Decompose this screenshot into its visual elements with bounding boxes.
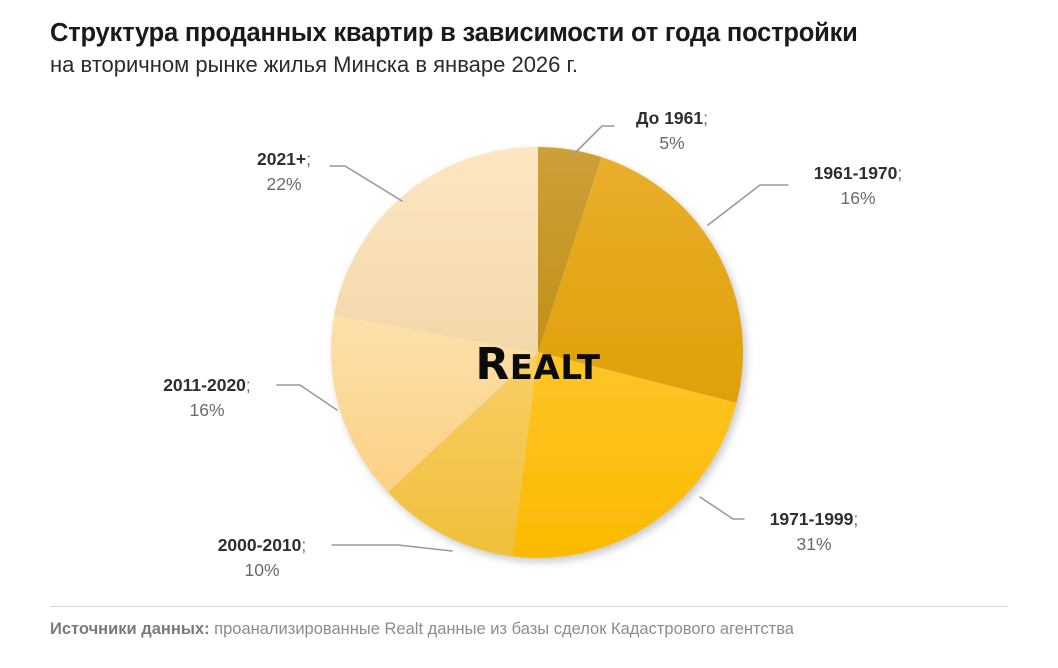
chart-header: Структура проданных квартир в зависимост… bbox=[50, 18, 1030, 79]
pie-slice-do-1961[interactable] bbox=[538, 147, 602, 352]
pie-label-semicolon-2021-plus: ; bbox=[306, 149, 312, 169]
pie-label-2021-plus: 2021+; 22% bbox=[238, 147, 330, 198]
pie-label-1971-1999: 1971-1999; 31% bbox=[744, 507, 884, 558]
realt-watermark: REALT bbox=[432, 343, 644, 387]
chart-subtitle: на вторичном рынке жилья Минска в январе… bbox=[50, 52, 578, 78]
leader-line-2000-2010 bbox=[331, 544, 453, 552]
pie-label-semicolon-do-1961: ; bbox=[703, 108, 709, 128]
chart-title: Структура проданных квартир в зависимост… bbox=[50, 19, 858, 47]
pie-label-percent-2021-plus: 22% bbox=[266, 174, 302, 195]
watermark-rest: EALT bbox=[509, 348, 601, 388]
footer-divider bbox=[50, 606, 1008, 607]
pie-label-semicolon-1971-1999: ; bbox=[853, 509, 859, 529]
pie-label-percent-2000-2010: 10% bbox=[244, 560, 280, 581]
pie-label-semicolon-2000-2010: ; bbox=[301, 535, 307, 555]
source-note-label: Источники данных: bbox=[50, 620, 210, 638]
pie-slice-2000-2010[interactable] bbox=[388, 352, 538, 557]
leader-line-1971-1999 bbox=[699, 496, 745, 520]
leader-line-2021-plus bbox=[329, 165, 403, 202]
pie-slice-2011-2020[interactable] bbox=[331, 314, 538, 493]
pie-slice-1971-1999[interactable] bbox=[512, 352, 737, 558]
pie-label-name-1971-1999: 1971-1999 bbox=[769, 509, 854, 529]
leader-line-1961-1970 bbox=[707, 184, 789, 226]
source-note-text: проанализированные Realt данные из базы … bbox=[209, 620, 794, 638]
pie-label-2000-2010: 2000-2010; 10% bbox=[192, 533, 332, 584]
pie-slices-group bbox=[331, 146, 743, 558]
pie-label-name-2011-2020: 2011-2020 bbox=[163, 375, 246, 395]
pie-label-name-2000-2010: 2000-2010 bbox=[217, 535, 302, 555]
watermark-capital: R bbox=[475, 339, 510, 390]
pie-label-percent-do-1961: 5% bbox=[659, 133, 685, 154]
pie-label-name-do-1961: До 1961 bbox=[635, 108, 704, 128]
pie-label-name-2021-plus: 2021+ bbox=[256, 149, 307, 169]
pie-label-1961-1970: 1961-1970; 16% bbox=[788, 161, 928, 212]
source-note: Источники данных: проанализированные Rea… bbox=[50, 620, 1030, 639]
pie-label-2011-2020: 2011-2020; 16% bbox=[137, 373, 277, 424]
leader-line-do-1961 bbox=[571, 125, 615, 157]
pie-slice-2021-plus[interactable] bbox=[334, 146, 538, 352]
leader-line-2011-2020 bbox=[276, 384, 338, 411]
pie-label-semicolon-2011-2020: ; bbox=[245, 375, 251, 395]
pie-label-percent-2011-2020: 16% bbox=[189, 400, 225, 421]
pie-label-percent-1961-1970: 16% bbox=[840, 188, 876, 209]
leader-lines-group bbox=[276, 125, 789, 552]
pie-label-do-1961: До 1961; 5% bbox=[614, 106, 730, 157]
pie-label-name-1961-1970: 1961-1970 bbox=[813, 163, 898, 183]
pie-label-semicolon-1961-1970: ; bbox=[897, 163, 903, 183]
pie-label-percent-1971-1999: 31% bbox=[796, 534, 832, 555]
pie-slice-1961-1970[interactable] bbox=[538, 157, 743, 403]
